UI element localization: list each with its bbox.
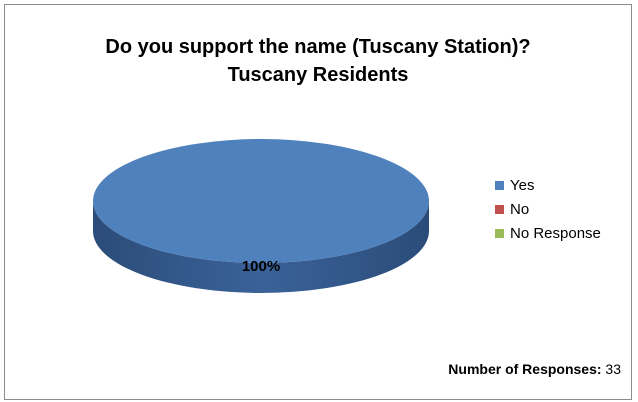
responses-count-label: Number of Responses: bbox=[448, 361, 601, 377]
legend-item-yes: Yes bbox=[495, 173, 601, 197]
legend-label-yes: Yes bbox=[510, 177, 534, 194]
legend-item-no: No bbox=[495, 197, 601, 221]
legend-swatch-no bbox=[495, 205, 504, 214]
legend-swatch-no-response bbox=[495, 229, 504, 238]
legend: Yes No No Response bbox=[495, 173, 601, 245]
chart-frame: Do you support the name (Tuscany Station… bbox=[4, 4, 632, 400]
legend-label-no-response: No Response bbox=[510, 225, 601, 242]
legend-swatch-yes bbox=[495, 181, 504, 190]
pie-slice-yes bbox=[93, 139, 429, 263]
responses-count-value: 33 bbox=[605, 361, 621, 377]
pie-data-label-yes: 100% bbox=[242, 258, 280, 275]
responses-count: Number of Responses: 33 bbox=[448, 361, 621, 377]
legend-label-no: No bbox=[510, 201, 529, 218]
legend-item-no-response: No Response bbox=[495, 221, 601, 245]
